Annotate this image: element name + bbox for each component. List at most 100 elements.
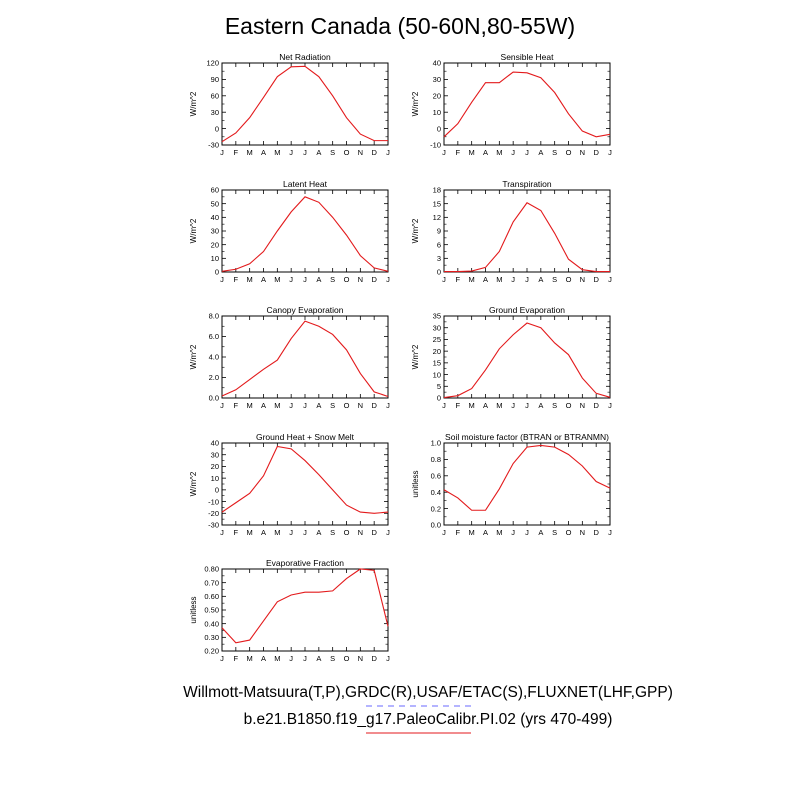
x-tick-label: M (247, 275, 253, 284)
series-line (443, 71, 611, 138)
y-tick-label: 0 (215, 268, 219, 277)
panel-title: Ground Evaporation (489, 305, 565, 315)
x-tick-label: S (552, 401, 557, 410)
y-tick-label: 0.80 (204, 565, 219, 574)
y-tick-label: 2.0 (209, 373, 219, 382)
x-tick-label: J (442, 275, 446, 284)
x-tick-label: N (580, 401, 585, 410)
x-tick-label: M (247, 528, 253, 537)
footer: Willmott-Matsuura(T,P),GRDC(R),USAF/ETAC… (183, 684, 673, 734)
series-line (221, 196, 389, 272)
x-tick-label: A (538, 401, 543, 410)
x-tick-label: J (220, 275, 224, 284)
series-line (444, 202, 610, 273)
series-line (443, 322, 611, 399)
x-tick-label: J (289, 528, 293, 537)
series-line (443, 444, 611, 511)
y-tick-label: 120 (206, 59, 219, 68)
x-tick-label: F (456, 148, 461, 157)
x-tick-label: A (261, 401, 266, 410)
y-tick-label: 0.6 (431, 472, 441, 481)
x-tick-label: M (274, 275, 280, 284)
x-tick-label: O (566, 401, 572, 410)
x-tick-label: J (220, 401, 224, 410)
panel-title: Soil moisture factor (BTRAN or BTRANMN) (445, 432, 609, 442)
y-tick-label: 8.0 (209, 312, 219, 321)
y-tick-label: 3 (437, 254, 441, 263)
x-tick-label: J (303, 528, 307, 537)
y-axis-label: W/m^2 (411, 91, 420, 116)
x-tick-label: J (386, 528, 390, 537)
panel-title: Transpiration (502, 179, 552, 189)
x-tick-label: J (511, 275, 515, 284)
x-tick-label: A (316, 275, 321, 284)
x-tick-label: A (316, 401, 321, 410)
x-tick-label: M (469, 528, 475, 537)
x-tick-label: J (386, 654, 390, 663)
series-line (221, 445, 389, 514)
x-tick-label: J (442, 401, 446, 410)
x-tick-label: J (386, 275, 390, 284)
x-tick-label: N (358, 148, 363, 157)
x-tick-label: N (580, 528, 585, 537)
panel-title: Sensible Heat (501, 52, 555, 62)
y-tick-label: 40 (211, 439, 219, 448)
x-tick-label: J (303, 401, 307, 410)
y-tick-label: 15 (433, 359, 441, 368)
y-tick-label: 0.20 (204, 647, 219, 656)
series-line (221, 568, 389, 644)
x-tick-label: J (289, 401, 293, 410)
x-tick-label: S (552, 528, 557, 537)
y-tick-label: 12 (433, 213, 441, 222)
x-tick-label: J (511, 148, 515, 157)
y-tick-label: 20 (433, 347, 441, 356)
y-tick-label: 10 (433, 108, 441, 117)
x-tick-label: A (483, 275, 488, 284)
x-tick-label: A (483, 148, 488, 157)
x-tick-label: N (358, 654, 363, 663)
x-tick-label: N (358, 528, 363, 537)
y-tick-label: 30 (433, 323, 441, 332)
x-tick-label: J (608, 401, 612, 410)
x-tick-label: D (371, 401, 377, 410)
x-tick-label: O (344, 528, 350, 537)
panel-title: Canopy Evaporation (266, 305, 343, 315)
x-tick-label: D (593, 401, 599, 410)
y-tick-label: 10 (211, 254, 219, 263)
y-axis-label: W/m^2 (189, 344, 198, 369)
x-tick-label: S (330, 275, 335, 284)
y-tick-label: 35 (433, 312, 441, 321)
x-tick-label: F (456, 275, 461, 284)
y-tick-label: 25 (433, 335, 441, 344)
x-tick-label: M (274, 148, 280, 157)
x-tick-label: A (261, 654, 266, 663)
y-tick-label: 4.0 (209, 353, 219, 362)
x-tick-label: J (220, 528, 224, 537)
panel-title: Latent Heat (283, 179, 328, 189)
x-tick-label: N (580, 275, 585, 284)
x-tick-label: M (274, 528, 280, 537)
x-tick-label: O (344, 654, 350, 663)
y-tick-label: 20 (211, 240, 219, 249)
plot-frame (443, 315, 611, 399)
x-tick-label: J (525, 528, 529, 537)
x-tick-label: J (386, 401, 390, 410)
y-tick-label: 50 (211, 199, 219, 208)
x-tick-label: M (274, 654, 280, 663)
plot-frame (221, 189, 389, 273)
x-tick-label: N (580, 148, 585, 157)
x-tick-label: M (496, 528, 502, 537)
x-tick-label: J (220, 654, 224, 663)
y-tick-label: 0.30 (204, 633, 219, 642)
x-tick-label: N (358, 401, 363, 410)
plot-frame (221, 62, 389, 146)
y-axis-label: unitless (411, 470, 420, 497)
x-tick-label: A (316, 148, 321, 157)
y-tick-label: 15 (433, 199, 441, 208)
y-axis-label: W/m^2 (189, 218, 198, 243)
y-tick-label: 6.0 (209, 332, 219, 341)
plot-frame (221, 315, 389, 399)
